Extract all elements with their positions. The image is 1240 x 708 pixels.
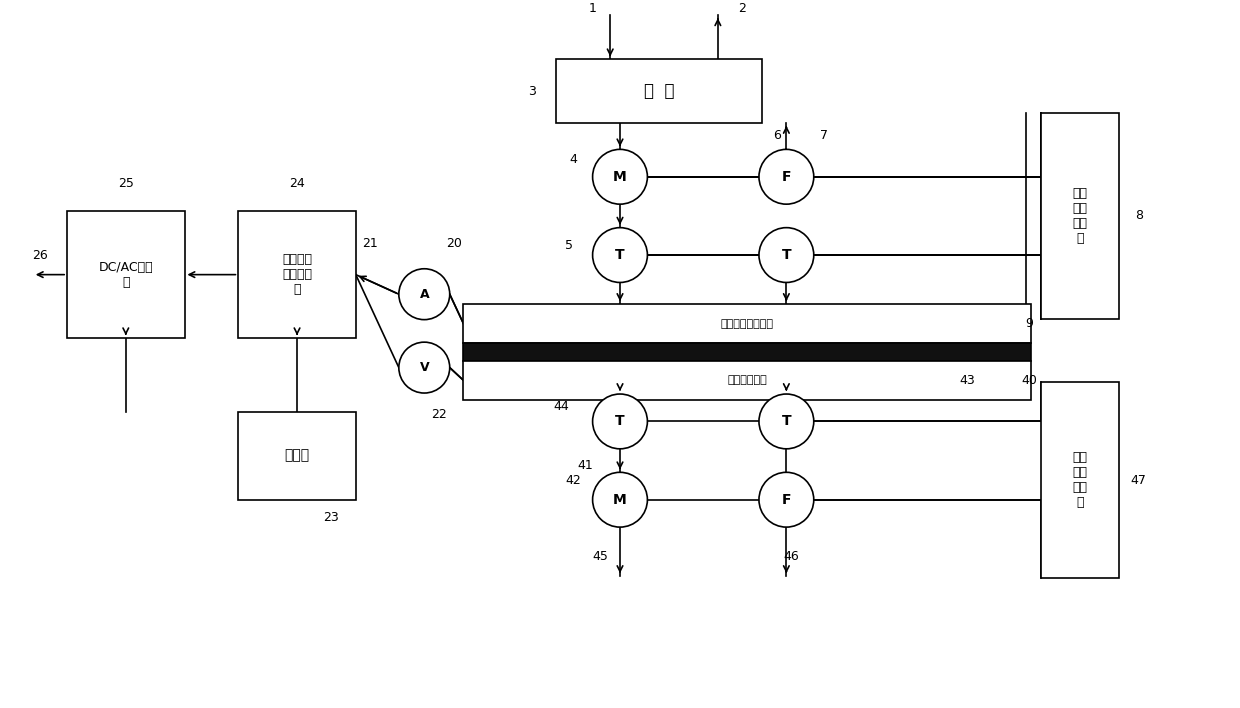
Bar <box>557 59 761 123</box>
Bar <box>464 361 1030 400</box>
Bar <box>464 304 1030 343</box>
Text: 26: 26 <box>32 249 47 261</box>
Text: F: F <box>781 493 791 507</box>
Text: 3: 3 <box>528 85 536 98</box>
Bar <box>67 211 185 338</box>
Text: 20: 20 <box>445 236 461 250</box>
Text: 水泵
节能
控制
器: 水泵 节能 控制 器 <box>1073 451 1087 509</box>
Text: M: M <box>613 170 627 184</box>
Text: 21: 21 <box>362 236 378 250</box>
Bar <box>1040 382 1118 578</box>
Circle shape <box>759 394 813 449</box>
Text: 油泵
节能
控制
器: 油泵 节能 控制 器 <box>1073 187 1087 245</box>
Text: 44: 44 <box>553 400 569 413</box>
Text: 25: 25 <box>118 177 134 190</box>
Circle shape <box>399 342 450 393</box>
Text: 7: 7 <box>820 129 827 142</box>
Text: 低温水换热板: 低温水换热板 <box>728 375 768 385</box>
Text: F: F <box>781 170 791 184</box>
Text: 蓄电池: 蓄电池 <box>284 449 310 462</box>
Text: 高温导热油换热板: 高温导热油换热板 <box>720 319 774 329</box>
Text: T: T <box>781 414 791 428</box>
Circle shape <box>759 149 813 204</box>
Text: 40: 40 <box>1021 374 1037 387</box>
Text: 24: 24 <box>289 177 305 190</box>
Bar <box>464 343 1030 361</box>
Circle shape <box>593 394 647 449</box>
Text: 41: 41 <box>578 459 594 472</box>
Text: 23: 23 <box>324 511 340 524</box>
Text: DC/AC变换
器: DC/AC变换 器 <box>98 261 153 289</box>
Text: 43: 43 <box>960 374 976 387</box>
Text: T: T <box>615 248 625 262</box>
Text: 1: 1 <box>589 2 596 15</box>
Text: 4: 4 <box>569 153 577 166</box>
Circle shape <box>399 269 450 319</box>
Bar <box>238 411 356 500</box>
Circle shape <box>593 149 647 204</box>
Text: 45: 45 <box>593 550 609 563</box>
Text: 最大功率
跟踪控制
器: 最大功率 跟踪控制 器 <box>281 253 312 296</box>
Circle shape <box>593 228 647 282</box>
Circle shape <box>593 472 647 527</box>
Bar <box>238 211 356 338</box>
Circle shape <box>759 472 813 527</box>
Text: 9: 9 <box>1025 317 1033 330</box>
Bar <box>1040 113 1118 319</box>
Text: V: V <box>419 361 429 374</box>
Text: 2: 2 <box>738 2 746 15</box>
Text: M: M <box>613 493 627 507</box>
Text: 8: 8 <box>1135 210 1143 222</box>
Circle shape <box>759 228 813 282</box>
Text: 47: 47 <box>1131 474 1147 486</box>
Text: 46: 46 <box>784 550 799 563</box>
Text: 42: 42 <box>565 474 580 486</box>
Text: 5: 5 <box>565 239 573 252</box>
Text: T: T <box>615 414 625 428</box>
Text: 6: 6 <box>773 129 780 142</box>
Text: 油  箱: 油 箱 <box>644 82 675 100</box>
Text: 22: 22 <box>432 408 446 421</box>
Text: A: A <box>419 287 429 301</box>
Text: T: T <box>781 248 791 262</box>
